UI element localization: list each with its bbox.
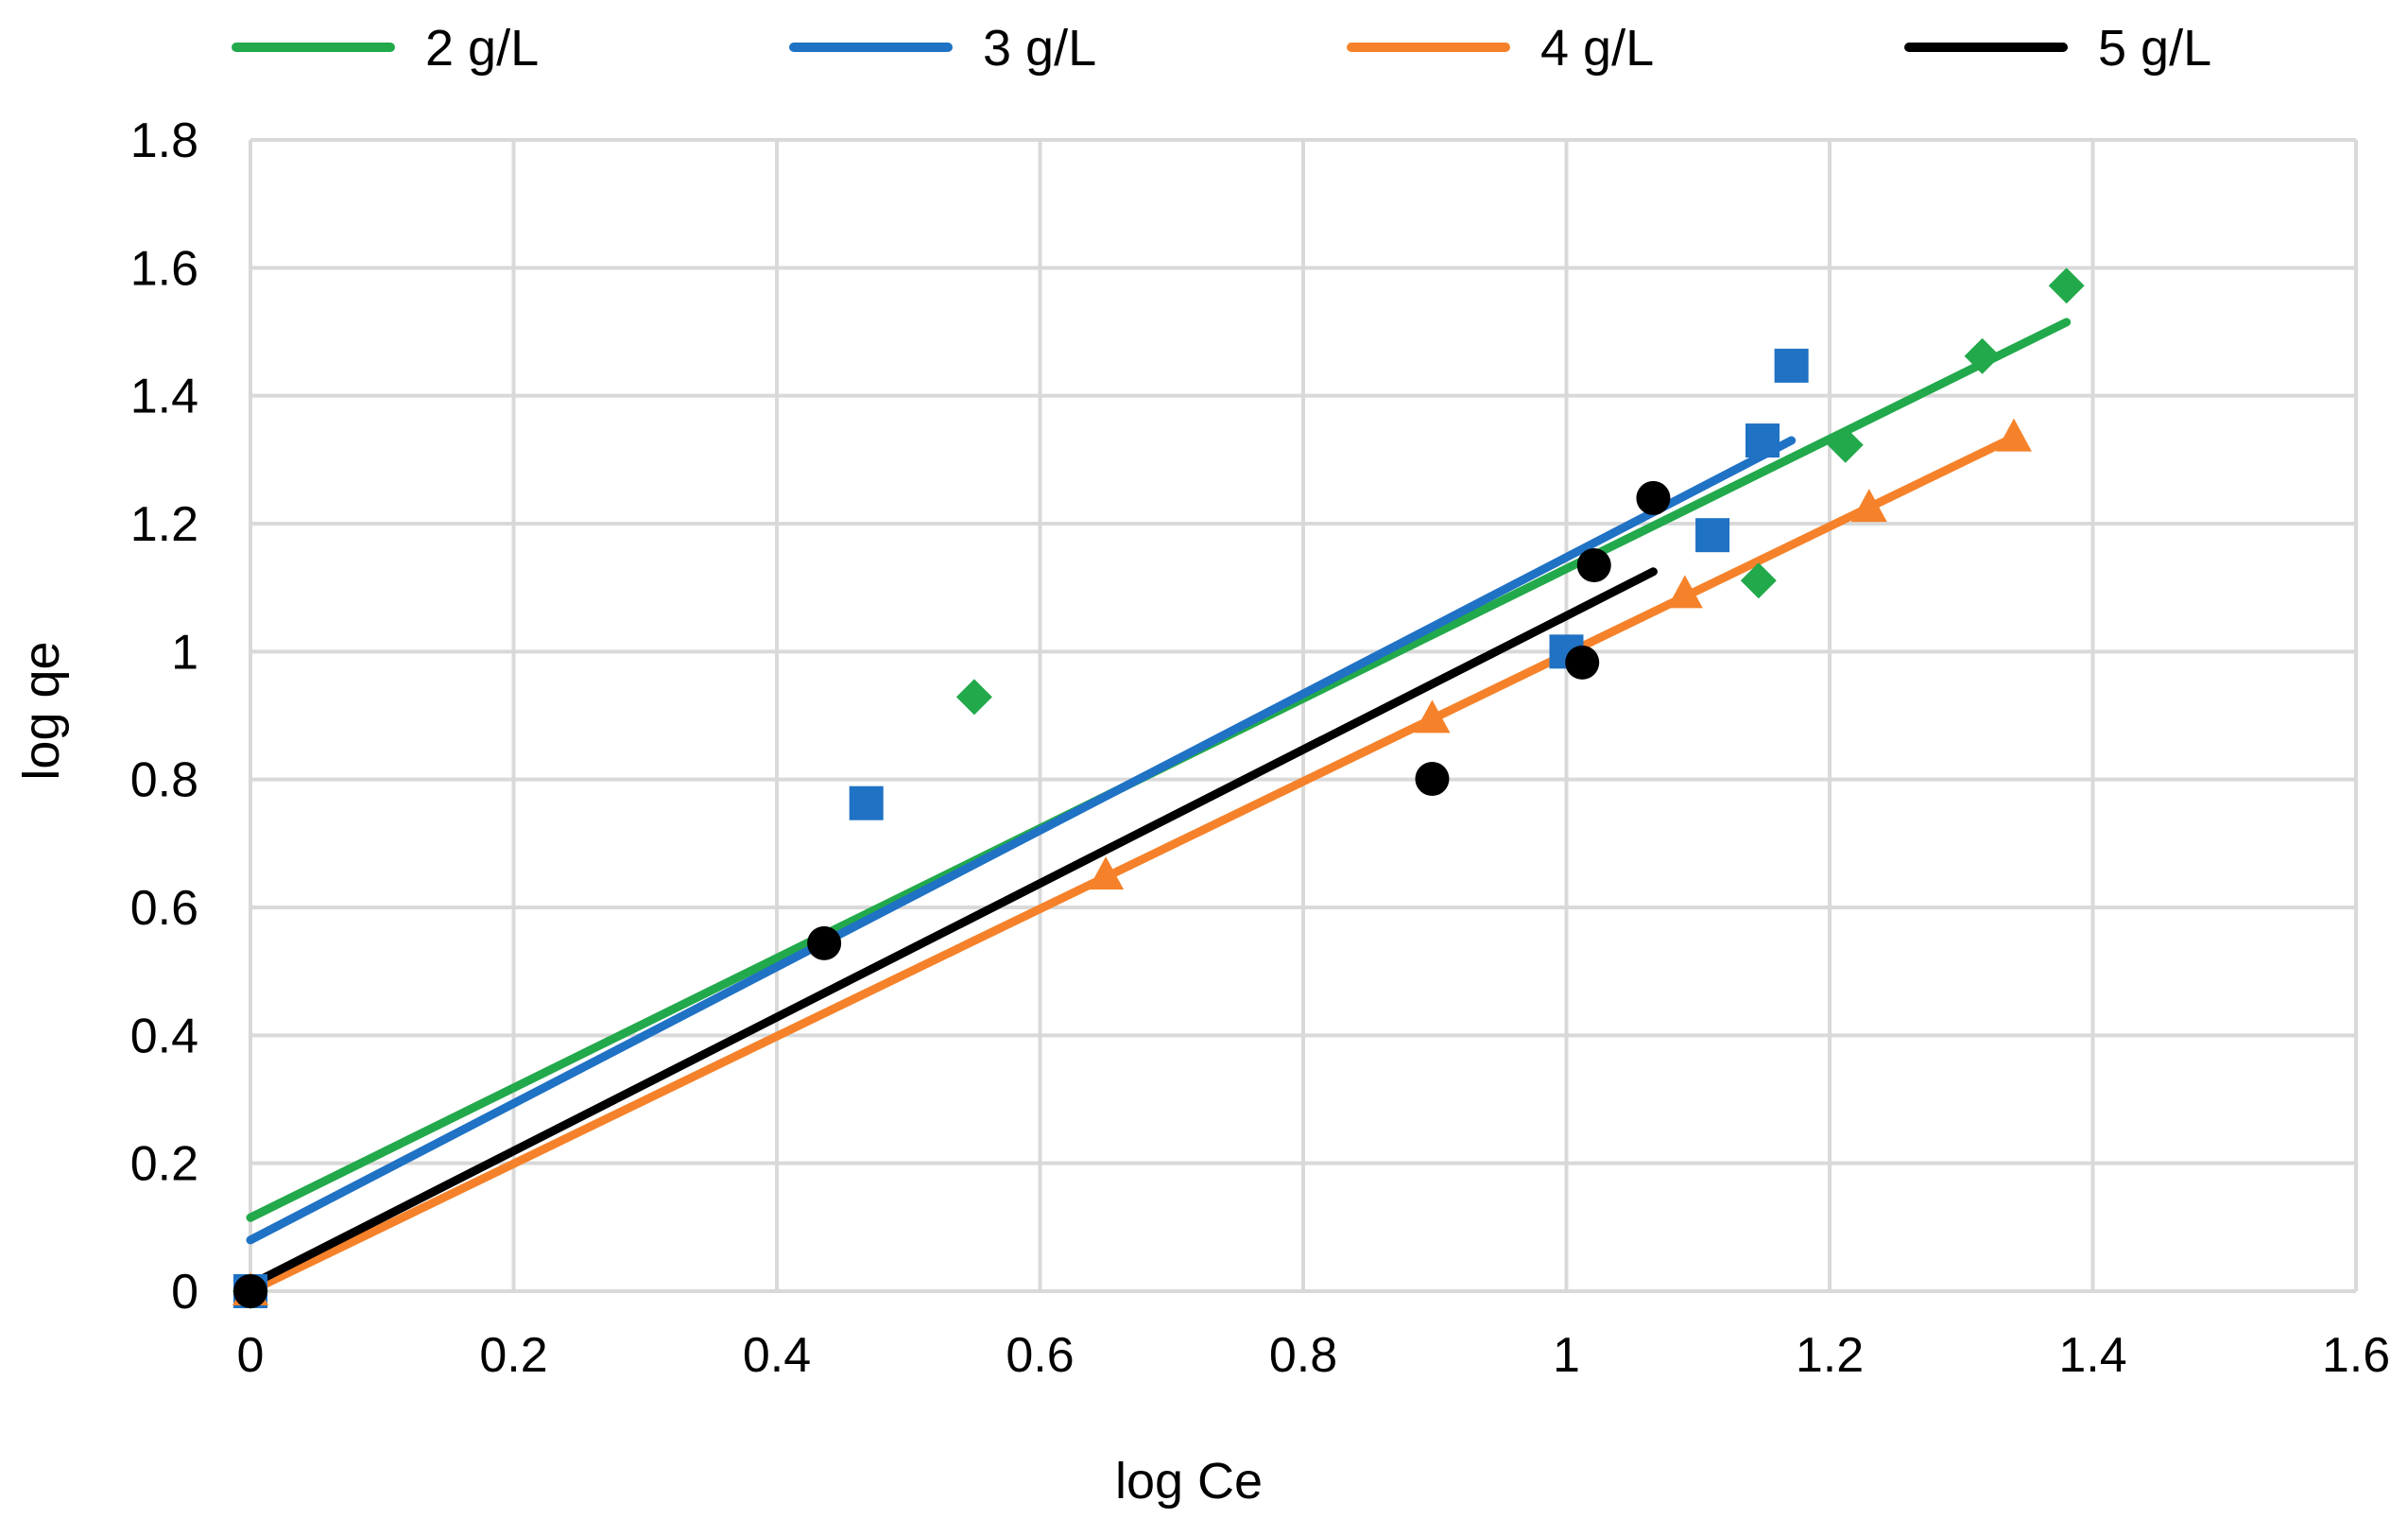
data-point-square: [1745, 423, 1780, 458]
x-tick-label: 1.4: [2058, 1328, 2126, 1383]
y-tick-label: 1: [171, 625, 198, 680]
trendlines: [246, 318, 2072, 1296]
data-point-diamond: [1827, 426, 1864, 463]
y-tick-label: 1.6: [130, 241, 198, 296]
data-point-circle: [233, 1274, 267, 1308]
data-point-triangle: [1414, 699, 1451, 733]
tick-labels: 0 0.2 0.4 0.6 0.8 1 1.2 1.4 1.6 0 0.2 0.4 0.6 0.8 1 1.2…: [130, 113, 2390, 1383]
y-tick-label: 1.8: [130, 113, 198, 168]
y-tick-label: 0.6: [130, 881, 198, 936]
legend: 2 g/L 3 g/L 4 g/L 5 g/L: [232, 20, 2211, 77]
legend-label: 5 g/L: [2098, 20, 2211, 77]
data-point-circle: [1565, 645, 1600, 680]
data-point-triangle: [1995, 418, 2032, 452]
legend-label: 4 g/L: [1540, 20, 1654, 77]
grid: [249, 138, 2358, 1293]
y-tick-label: 0: [171, 1265, 198, 1320]
y-tick-label: 1.2: [130, 497, 198, 552]
data-point-triangle: [1088, 856, 1125, 890]
y-tick-label: 0.4: [130, 1009, 198, 1063]
data-point-diamond: [1964, 337, 2001, 374]
data-points: [232, 268, 2085, 1309]
legend-label: 2 g/L: [425, 20, 539, 77]
x-tick-label: 0: [237, 1328, 265, 1383]
x-tick-label: 0.2: [479, 1328, 547, 1383]
x-axis-title: log Ce: [1115, 1453, 1263, 1510]
y-tick-label: 0.2: [130, 1137, 198, 1192]
legend-label: 3 g/L: [983, 20, 1096, 77]
x-tick-label: 1: [1553, 1328, 1580, 1383]
x-tick-label: 1.2: [1796, 1328, 1864, 1383]
trendline-3-g-l: [246, 436, 1797, 1245]
x-tick-label: 0.8: [1269, 1328, 1337, 1383]
data-point-triangle: [1850, 489, 1887, 523]
trendline-5-g-l: [246, 567, 1658, 1289]
data-point-square: [1695, 518, 1730, 553]
x-tick-label: 0.6: [1006, 1328, 1074, 1383]
data-point-diamond: [2048, 268, 2085, 304]
x-tick-label: 0.4: [743, 1328, 811, 1383]
data-point-circle: [1576, 547, 1611, 582]
y-tick-label: 0.8: [130, 753, 198, 808]
data-point-circle: [1415, 761, 1450, 796]
data-point-diamond: [955, 679, 992, 716]
data-point-triangle: [1666, 575, 1703, 609]
data-point-circle: [1636, 480, 1671, 515]
trendline-4-g-l: [246, 433, 2019, 1296]
data-point-circle: [807, 925, 842, 960]
data-point-diamond: [1740, 562, 1777, 599]
data-point-square: [1774, 348, 1809, 383]
y-axis-title: log qe: [13, 641, 70, 780]
x-tick-label: 1.6: [2322, 1328, 2390, 1383]
data-point-square: [849, 785, 884, 820]
y-tick-label: 1.4: [130, 370, 198, 424]
